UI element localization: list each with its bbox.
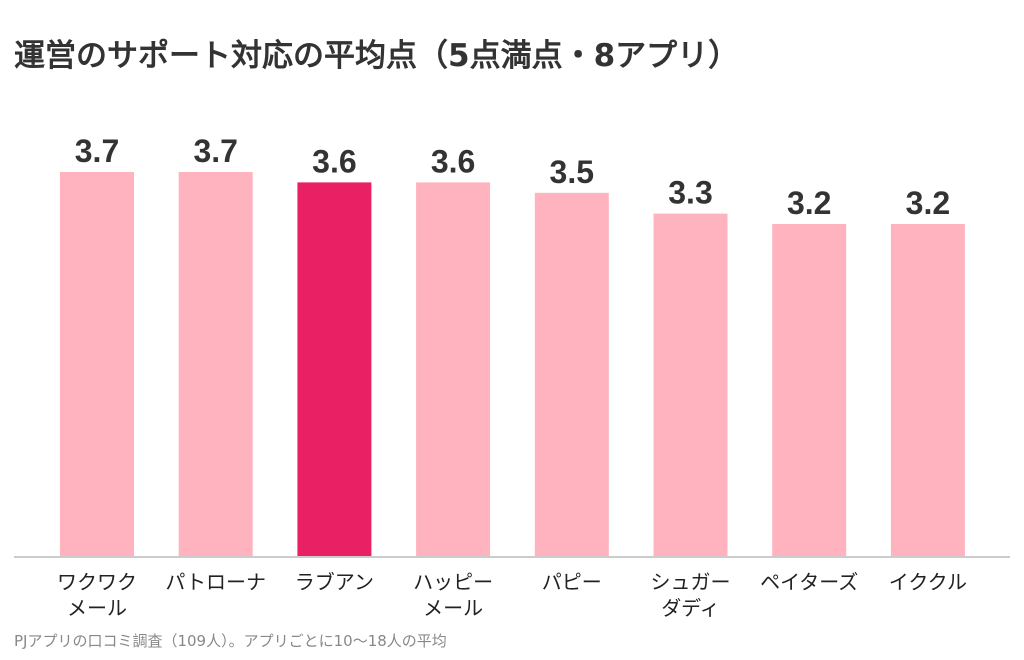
- value-label-8: 3.2: [906, 185, 950, 221]
- bar-chart: 3.7ワクワクメール3.7パトローナ3.6ラブアン3.6ハッピーメール3.5パピ…: [14, 133, 1010, 620]
- value-label-5: 3.5: [550, 154, 594, 190]
- value-label-2: 3.7: [193, 133, 237, 169]
- bar-7: [772, 224, 847, 557]
- category-label-8-line-1: イククル: [889, 570, 967, 594]
- value-label-1: 3.7: [75, 133, 119, 169]
- footnote: PJアプリの口コミ調査（109人）。アプリごとに10〜18人の平均: [14, 632, 447, 650]
- value-label-4: 3.6: [431, 143, 475, 179]
- value-label-6: 3.3: [668, 175, 712, 211]
- value-label-3: 3.6: [312, 143, 356, 179]
- category-label-1-line-2: メール: [67, 596, 127, 620]
- value-label-7: 3.2: [787, 185, 831, 221]
- category-label-4-line-1: ハッピー: [413, 570, 493, 594]
- category-label-5-line-1: パピー: [542, 570, 602, 594]
- bar-8: [890, 224, 965, 557]
- bar-5: [534, 192, 609, 558]
- bar-6: [653, 213, 728, 557]
- chart-title: 運営のサポート対応の平均点（5点満点・8アプリ）: [14, 38, 740, 74]
- bar-4: [416, 182, 491, 557]
- category-label-6-line-2: ダディ: [661, 596, 720, 620]
- category-label-1-line-1: ワクワク: [57, 570, 137, 594]
- category-label-6-line-1: シュガー: [651, 570, 731, 594]
- bar-2: [178, 172, 253, 557]
- category-label-4-line-2: メール: [423, 596, 483, 620]
- category-label-2-line-1: パトローナ: [165, 570, 266, 594]
- category-label-7-line-1: ペイターズ: [760, 570, 858, 594]
- bar-1: [60, 172, 134, 557]
- category-label-3-line-1: ラブアン: [295, 570, 374, 594]
- labels-layer: 3.7ワクワクメール3.7パトローナ3.6ラブアン3.6ハッピーメール3.5パピ…: [57, 133, 967, 620]
- bar-3: [297, 182, 372, 557]
- bars-layer: [60, 172, 965, 558]
